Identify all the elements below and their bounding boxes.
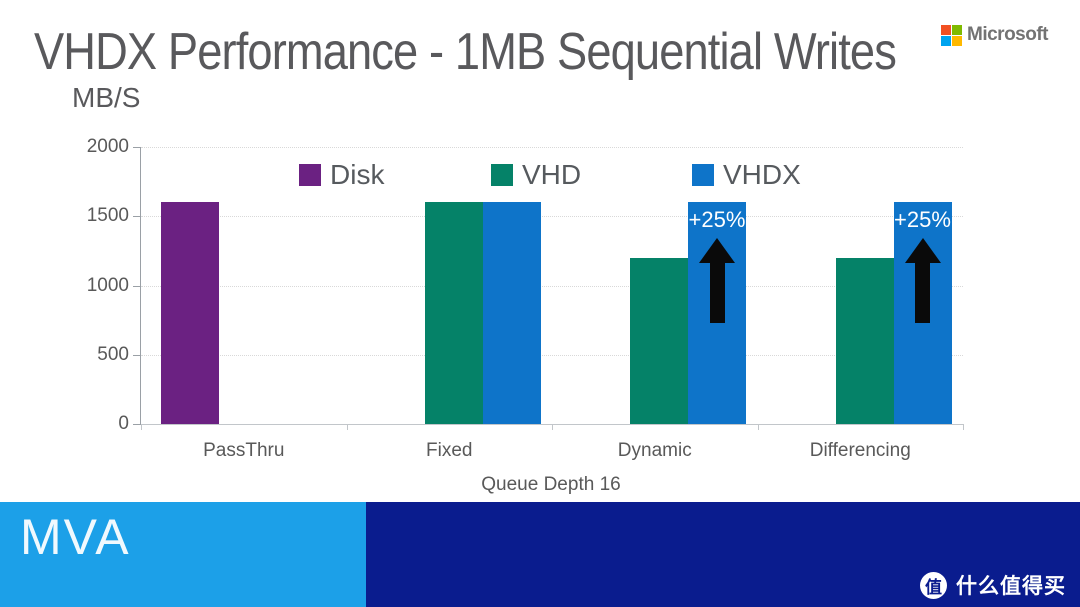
gridline-1500 xyxy=(141,216,963,218)
legend-swatch-icon xyxy=(299,164,321,186)
y-tick-label: 1500 xyxy=(86,205,129,227)
x-tick-2 xyxy=(552,424,553,430)
up-arrow-shaft xyxy=(709,262,725,323)
bar-chart: 0 500 1000 1500 2000 PassThru Fixed Dynamic Diff… xyxy=(87,136,964,461)
bar-vhd-fixed xyxy=(424,202,483,424)
legend-label: VHDX xyxy=(723,159,801,190)
legend-item-disk: Disk xyxy=(299,159,384,191)
x-tick-label: Dynamic xyxy=(617,440,692,461)
legend-swatch-icon xyxy=(491,164,513,186)
y-tick-2000 xyxy=(133,147,141,148)
y-tick-500 xyxy=(133,354,141,356)
x-axis-title: Queue Depth 16 xyxy=(481,474,621,495)
bar-vhd-differencing xyxy=(835,257,894,424)
x-tick-1 xyxy=(346,424,348,430)
annotation-differencing: +25% xyxy=(894,207,952,323)
footer-bar: 值 什么值得买 xyxy=(366,502,1080,607)
x-tick-label: PassThru xyxy=(203,440,285,461)
y-tick-label: 1000 xyxy=(86,274,129,296)
microsoft-logo-square-0 xyxy=(941,24,951,35)
legend-item-vhd: VHD xyxy=(491,159,581,191)
x-tick-4 xyxy=(963,424,964,430)
legend-label: VHD xyxy=(522,159,582,190)
gridline-500 xyxy=(141,354,963,356)
x-tick-0 xyxy=(141,424,142,430)
microsoft-logo-square-3 xyxy=(952,35,962,46)
x-tick-label: Differencing xyxy=(809,440,911,461)
watermark-text: 什么值得买 xyxy=(956,575,1066,598)
y-tick-1000 xyxy=(133,285,141,287)
y-tick-0 xyxy=(133,424,141,425)
up-arrow-shaft xyxy=(915,262,930,323)
legend-item-vhdx: VHDX xyxy=(692,159,801,191)
microsoft-logo-text: Microsoft xyxy=(967,24,1049,45)
up-arrow-icon xyxy=(904,237,941,263)
microsoft-logo-icon xyxy=(941,24,962,46)
smzdm-badge-char: 值 xyxy=(925,577,942,597)
y-axis-unit-label: MB/S xyxy=(72,82,141,113)
microsoft-logo-square-1 xyxy=(952,24,962,35)
legend-label: Disk xyxy=(330,159,385,190)
increase-label: +25% xyxy=(688,207,746,233)
y-tick-label: 500 xyxy=(97,343,129,365)
x-tick-3 xyxy=(757,424,759,430)
up-arrow-icon xyxy=(699,237,735,263)
microsoft-logo: Microsoft xyxy=(941,24,1049,46)
gridline-2000 xyxy=(141,147,963,148)
y-tick-label: 0 xyxy=(118,413,129,434)
watermark: 值 什么值得买 xyxy=(920,570,1066,600)
slide-title: VHDX Performance - 1MB Sequential Writes xyxy=(34,23,897,81)
increase-label: +25% xyxy=(894,207,951,233)
gridline-1000 xyxy=(141,285,963,287)
smzdm-badge-icon: 值 xyxy=(920,571,947,599)
mva-banner: MVA xyxy=(0,502,366,607)
y-tick-label: 2000 xyxy=(86,136,129,157)
bar-vhd-dynamic xyxy=(630,257,688,424)
bar-disk-passthru xyxy=(161,202,219,424)
microsoft-logo-square-2 xyxy=(941,35,951,46)
mva-logo-text: MVA xyxy=(20,509,131,565)
legend-swatch-icon xyxy=(692,164,714,186)
y-tick-1500 xyxy=(133,216,141,218)
bar-vhdx-fixed xyxy=(482,202,541,424)
x-tick-label: Fixed xyxy=(426,440,473,461)
annotation-dynamic: +25% xyxy=(688,207,746,323)
